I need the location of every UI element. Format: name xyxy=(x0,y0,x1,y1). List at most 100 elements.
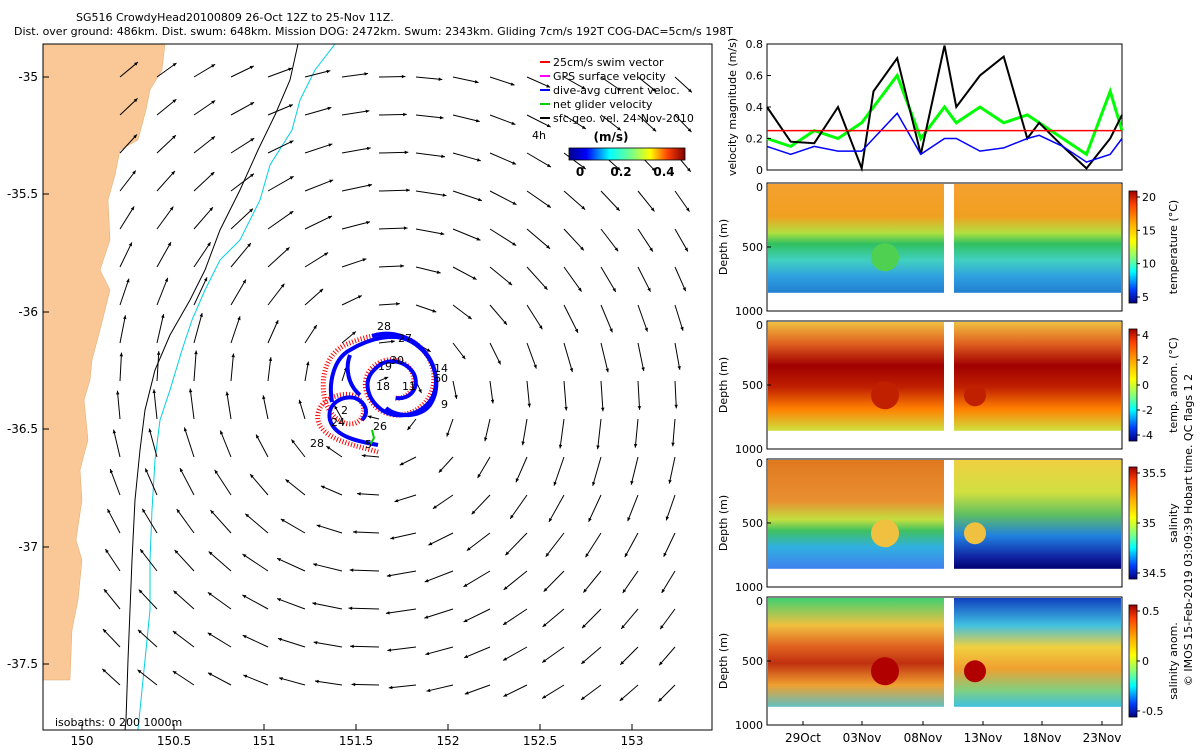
velocity-arrow xyxy=(350,645,380,648)
velocity-arrowhead xyxy=(527,403,531,408)
velocity-arrowhead xyxy=(474,80,479,84)
velocity-arrow xyxy=(463,646,491,659)
velocity-arrow xyxy=(244,513,269,534)
velocity-arrowhead xyxy=(247,243,251,247)
velocity-arrowhead xyxy=(326,69,331,74)
velocity-arrow xyxy=(312,563,343,572)
velocity-arrow xyxy=(415,114,444,119)
velocity-arrow xyxy=(267,319,279,344)
velocity-arrow xyxy=(388,684,417,689)
velocity-arrowhead xyxy=(432,309,437,313)
velocity-arrowhead xyxy=(366,220,371,225)
velocity-arrow xyxy=(548,494,565,523)
velocity-arrow xyxy=(526,152,552,168)
track-day-label: 19 xyxy=(378,360,392,373)
velocity-arrowhead xyxy=(289,211,294,215)
velocity-arrowhead xyxy=(461,355,466,360)
velocity-arrow xyxy=(267,210,294,230)
velocity-arrow xyxy=(394,494,417,503)
velocity-arrowhead xyxy=(651,167,656,172)
velocity-ylabel: velocity magnitude (m/s) xyxy=(726,38,739,176)
track-day-label: 5 xyxy=(365,438,372,451)
velocity-arrowhead xyxy=(105,548,109,553)
velocity-arrow xyxy=(674,342,681,370)
velocity-arrowhead xyxy=(596,445,600,450)
velocity-arrow xyxy=(230,65,254,78)
velocity-arrowhead xyxy=(132,170,136,175)
depth-tick-label: 1000 xyxy=(735,581,763,594)
map-ytick-label: -35.5 xyxy=(7,187,38,201)
colorbar-tick-label: 0 xyxy=(1142,655,1149,668)
section-colorbar xyxy=(1128,604,1138,718)
map-axis-ticks: 150 150.5 151 151.5 152 152.5 153 -35 -35.5 -36 -3… xyxy=(7,70,644,748)
velocity-arrowhead xyxy=(119,352,124,357)
velocity-arrow xyxy=(637,304,648,332)
velocity-arrowhead xyxy=(503,586,508,590)
section-data-part2 xyxy=(954,460,1121,569)
section-panel: 0 500 1000 Depth (m) 0.5 0 -0.5 salinity anom. xyxy=(717,595,1180,732)
velocity-arrow xyxy=(600,114,622,131)
velocity-arrow xyxy=(103,588,121,610)
velocity-arrow xyxy=(172,630,195,648)
timeseries-panels: 0 0.2 0.4 0.6 0.8 velocity magnitude (m/s) 0… xyxy=(717,38,1195,745)
velocity-arrow xyxy=(119,278,130,306)
velocity-arrowhead xyxy=(477,197,482,202)
depth-tick-label: 1000 xyxy=(735,305,763,318)
velocity-arrowhead xyxy=(285,247,290,252)
velocity-arrowhead xyxy=(242,635,247,639)
velocity-arrow xyxy=(624,532,639,558)
velocity-arrow xyxy=(210,509,232,534)
velocity-arrowhead xyxy=(137,629,142,634)
velocity-arrow xyxy=(386,570,417,577)
velocity-arrowhead xyxy=(475,118,480,123)
velocity-arrow xyxy=(230,137,255,154)
velocity-arrowhead xyxy=(225,391,230,396)
depth-ylabel: Depth (m) xyxy=(717,633,730,689)
velocity-arrow xyxy=(119,134,138,154)
section-colorbar xyxy=(1128,190,1138,304)
velocity-arrow xyxy=(267,357,272,382)
velocity-ytick-label: 0.2 xyxy=(746,133,764,146)
velocity-arrow xyxy=(156,62,177,78)
velocity-arrow xyxy=(415,76,443,81)
velocity-arrow xyxy=(242,553,269,572)
velocity-arrow xyxy=(663,532,676,557)
velocity-arrow xyxy=(193,350,197,382)
velocity-arrowhead xyxy=(364,72,369,76)
velocity-arrowhead xyxy=(288,67,293,71)
velocity-arrowhead xyxy=(581,165,586,170)
velocity-arrow xyxy=(312,602,343,610)
velocity-arrowhead xyxy=(328,215,333,220)
velocity-arrowhead xyxy=(326,446,331,450)
velocity-arrowhead xyxy=(476,237,481,241)
velocity-arrowhead xyxy=(275,320,279,325)
velocity-arrowhead xyxy=(592,481,596,486)
velocity-arrowhead xyxy=(585,553,589,558)
velocity-arrow xyxy=(674,266,687,292)
velocity-arrow xyxy=(390,532,417,540)
velocity-arrowhead xyxy=(208,551,213,556)
velocity-arrow xyxy=(526,342,537,369)
map-xtick-label: 150.5 xyxy=(157,734,191,748)
colorbar-tick-label: 34.5 xyxy=(1142,567,1167,580)
velocity-arrow xyxy=(243,674,269,686)
velocity-arrow xyxy=(304,70,331,78)
velocity-arrow xyxy=(585,532,602,558)
velocity-arrowhead xyxy=(214,469,219,474)
velocity-arrowhead xyxy=(441,154,445,158)
velocity-arrow xyxy=(304,252,329,268)
velocity-arrowhead xyxy=(436,270,441,274)
velocity-arrowhead xyxy=(211,64,216,68)
velocity-arrowhead xyxy=(546,84,551,88)
velocity-arrow xyxy=(304,215,333,230)
velocity-arrowhead xyxy=(533,364,537,369)
velocity-arrowhead xyxy=(161,314,165,318)
velocity-arrow xyxy=(489,342,502,365)
section-eddy-feature xyxy=(871,381,899,410)
depth-tick-label: 500 xyxy=(742,517,763,530)
velocity-arrow xyxy=(183,427,195,458)
section-panel: 0 500 1000 Depth (m) 20 15 10 5 temperature (°C) xyxy=(717,181,1180,318)
velocity-arrowhead xyxy=(313,563,317,567)
velocity-arrowhead xyxy=(688,88,692,93)
velocity-arrow xyxy=(304,179,334,192)
